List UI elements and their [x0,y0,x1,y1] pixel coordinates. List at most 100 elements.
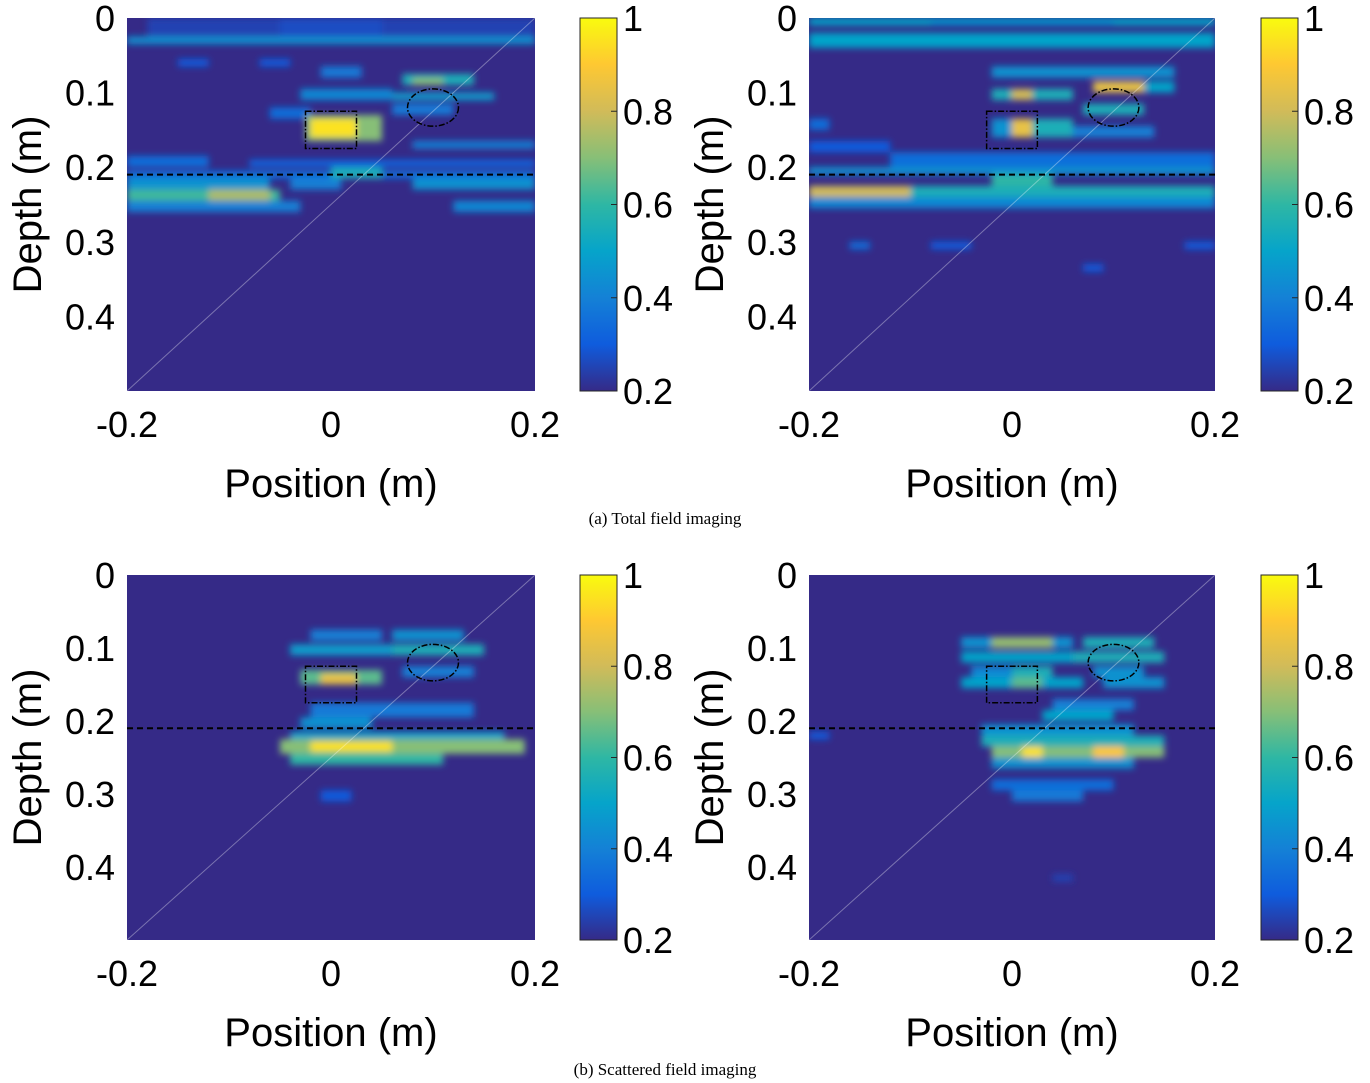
colorbar-tick-label: 0.8 [1304,646,1354,687]
heatmap-cell [849,241,870,250]
target-square-outline [985,665,1039,704]
heatmap-cell [1012,677,1043,689]
heatmap-cell [1032,118,1073,138]
y-tick-label: 0.3 [747,222,797,263]
caption-b: (b) Scattered field imaging [574,1060,757,1079]
heatmap-cell [178,59,209,67]
colorbar-tick-label: 1 [1304,0,1324,39]
heatmap-cell [809,118,830,130]
colorbar-tick-label: 0.8 [623,91,673,132]
heatmap-cell [392,92,495,101]
heatmap-cell [290,753,444,765]
heatmap-cell [930,21,1114,26]
heatmap-cells [809,18,1215,272]
heatmap-cell [127,200,301,212]
x-tick-label: 0.2 [1190,404,1240,445]
heatmap-cell [1184,241,1215,250]
heatmap-cell [1052,874,1073,882]
heatmap-cell [259,59,291,67]
heatmap-cell [1012,666,1053,678]
heatmap-cell [1022,746,1043,758]
heatmap-cells [127,18,535,212]
heatmap-cell [127,156,209,168]
heatmap-cell [310,702,474,718]
heatmap-cell [392,629,464,641]
heatmap-cell [1012,790,1084,802]
heatmap-cell [1042,710,1114,721]
y-tick-label: 0 [95,0,115,39]
colorbar-tick-label: 1 [623,0,643,39]
heatmap-cell [1143,81,1175,93]
diagonal-artifact [127,575,535,940]
y-axis-label: Depth (m) [688,116,732,294]
colorbar-tick-label: 0.8 [623,646,673,687]
x-tick-label: 0.2 [510,953,560,994]
y-tick-label: 0.1 [747,628,797,669]
x-tick-label: -0.2 [96,953,158,994]
heatmap-panel-4: 0 0.1 0.2 0.3 0.4 -0.2 0 0.2 Position (m) Depth (… [688,555,1354,1055]
x-axis-label: Position (m) [224,1011,437,1055]
x-tick-label: 0 [1002,404,1022,445]
x-tick-label: 0 [321,404,341,445]
x-tick-label: -0.2 [778,404,840,445]
colorbar-tick-label: 0.6 [623,738,673,779]
heatmap-cell [991,757,1134,769]
heatmap-cell [412,77,444,86]
x-tick-label: 0 [1002,953,1022,994]
heatmap-cell [310,741,393,752]
heatmap-panel-3: 0 0.1 0.2 0.3 0.4 -0.2 0 0.2 Position (m) Depth (… [6,555,673,1055]
heatmap-cell [412,178,535,190]
heatmap-cell [971,666,1012,678]
y-tick-label: 0.1 [65,73,115,114]
y-tick-label: 0.4 [65,847,115,888]
y-tick-label: 0.3 [65,774,115,815]
heatmap-cell [890,152,1215,168]
x-tick-label: 0 [321,953,341,994]
y-tick-label: 0.3 [747,774,797,815]
target-ellipse-outline [406,643,460,682]
heatmap-cell [402,666,474,678]
y-tick-label: 0.4 [747,847,797,888]
colorbar [579,574,618,941]
target-square-outline [304,665,358,704]
colorbar-tick-label: 0.8 [1304,91,1354,132]
y-tick-label: 0.2 [65,147,115,188]
heatmap-cell [127,189,280,201]
heatmap-cell [249,159,535,168]
heatmap-cell [1083,103,1144,115]
colorbar-tick-label: 0.2 [1304,920,1354,961]
target-square-outline [304,110,358,150]
heatmap-cell [320,673,357,685]
colorbar [1260,17,1299,392]
heatmap-cell [269,107,311,119]
diagonal-artifact [809,575,1215,940]
heatmap-cells [280,629,525,802]
heatmap-cell [310,118,357,138]
target-ellipse-outline [1087,88,1140,127]
y-tick-label: 0.2 [747,147,797,188]
heatmap-cell [127,178,270,190]
y-tick-label: 0.4 [747,296,797,337]
heatmap-cell [290,731,505,740]
heatmap-cell [1083,637,1155,648]
heatmap-cell [1083,264,1104,272]
heatmap-cell [290,644,393,656]
y-tick-label: 0.2 [747,701,797,742]
heatmap-cell [910,185,1215,198]
heatmap-cell [1072,651,1165,663]
heatmap-cell [320,790,352,802]
heatmap-cell [300,88,393,101]
heatmap-cell [809,731,830,740]
heatmap-cell [930,241,972,250]
heatmap-cell [991,174,1053,186]
target-ellipse-outline [406,88,460,127]
heatmap-cell [991,118,1012,138]
y-axis-label: Depth (m) [688,669,732,847]
heatmap-cell [981,724,1134,736]
x-tick-label: -0.2 [96,404,158,445]
x-tick-label: -0.2 [778,953,840,994]
y-tick-label: 0 [777,0,797,39]
heatmap-cell [961,651,1084,663]
heatmap-cell [1103,677,1165,689]
